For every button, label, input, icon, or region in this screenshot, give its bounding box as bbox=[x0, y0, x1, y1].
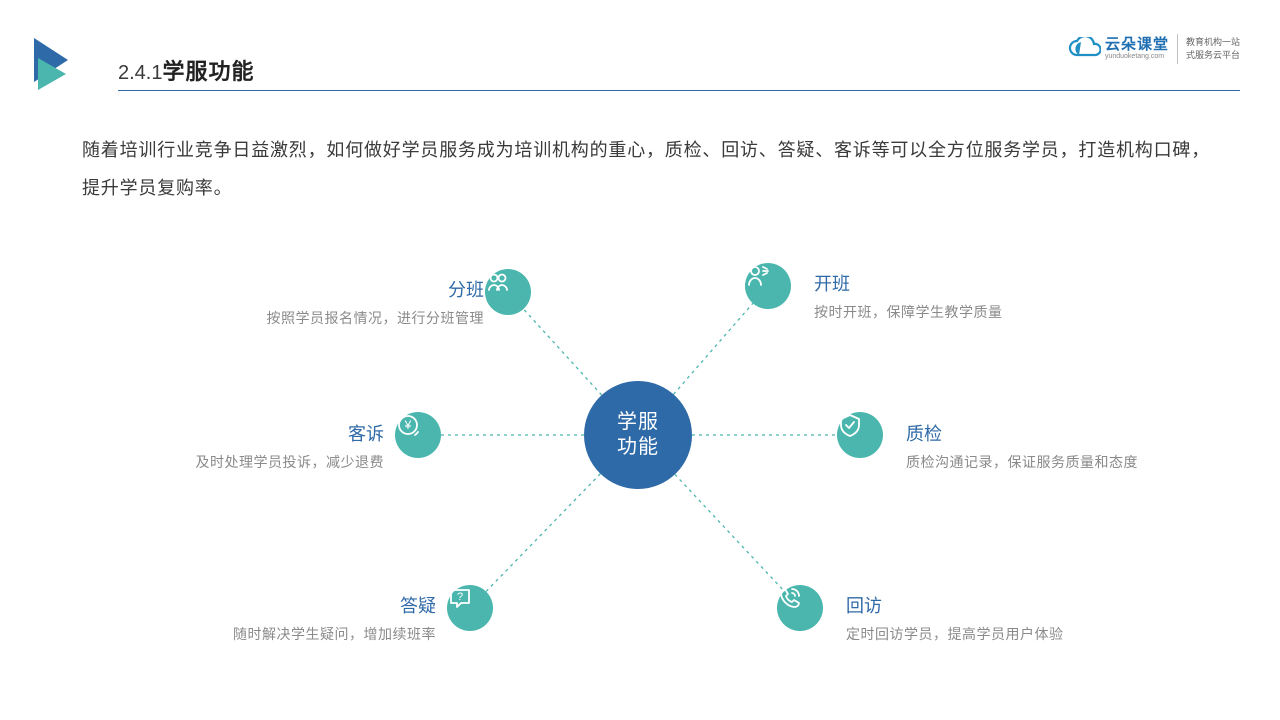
brand-tagline-1: 教育机构一站 bbox=[1186, 36, 1240, 49]
kaiban-icon bbox=[745, 263, 771, 289]
zhijian-icon bbox=[837, 412, 863, 438]
satellite-huifang bbox=[777, 585, 823, 631]
spoke-line bbox=[486, 474, 600, 592]
satellite-desc: 按时开班，保障学生教学质量 bbox=[814, 302, 1114, 322]
corner-triangle-icon bbox=[34, 38, 80, 92]
satellite-label-zhijian: 质检质检沟通记录，保证服务质量和态度 bbox=[906, 420, 1226, 472]
svg-text:¥: ¥ bbox=[404, 418, 412, 432]
section-underline bbox=[118, 90, 1240, 91]
satellite-desc: 按照学员报名情况，进行分班管理 bbox=[234, 308, 484, 328]
satellite-label-kaiban: 开班按时开班，保障学生教学质量 bbox=[814, 270, 1114, 322]
section-number: 2.4.1 bbox=[118, 62, 162, 85]
satellite-desc: 随时解决学生疑问，增加续班率 bbox=[166, 624, 436, 644]
satellite-zhijian bbox=[837, 412, 883, 458]
satellite-dayi: ? bbox=[447, 585, 493, 631]
intro-paragraph: 随着培训行业竞争日益激烈，如何做好学员服务成为培训机构的重心，质检、回访、答疑、… bbox=[82, 132, 1220, 208]
satellite-title: 质检 bbox=[906, 420, 1226, 446]
satellite-title: 回访 bbox=[846, 592, 1166, 618]
satellite-title: 分班 bbox=[234, 276, 484, 302]
brand-name: 云朵课堂 bbox=[1105, 37, 1169, 54]
satellite-label-fenban: 分班按照学员报名情况，进行分班管理 bbox=[234, 276, 484, 328]
dayi-icon: ? bbox=[447, 585, 473, 611]
satellite-title: 答疑 bbox=[166, 592, 436, 618]
satellite-kaiban bbox=[745, 263, 791, 309]
hub-label-1: 学服 bbox=[617, 410, 659, 435]
fenban-icon bbox=[485, 269, 511, 295]
satellite-label-huifang: 回访定时回访学员，提高学员用户体验 bbox=[846, 592, 1166, 644]
satellite-label-dayi: 答疑随时解决学生疑问，增加续班率 bbox=[166, 592, 436, 644]
huifang-icon bbox=[777, 585, 803, 611]
kesu-icon: ¥ bbox=[395, 412, 421, 438]
section-title: 学服功能 bbox=[162, 54, 254, 86]
section-heading: 2.4.1 学服功能 bbox=[118, 54, 1240, 86]
satellite-label-kesu: 客诉及时处理学员投诉，减少退费 bbox=[150, 420, 384, 472]
hub-label-2: 功能 bbox=[617, 435, 659, 460]
satellite-kesu: ¥ bbox=[395, 412, 441, 458]
satellite-desc: 定时回访学员，提高学员用户体验 bbox=[846, 624, 1166, 644]
satellite-title: 开班 bbox=[814, 270, 1114, 296]
spoke-line bbox=[674, 303, 753, 394]
hub-node: 学服功能 bbox=[584, 381, 692, 489]
radial-diagram: 学服功能 分班按照学员报名情况，进行分班管理 ¥ 客诉及时处理学员投诉，减少退费? 答疑… bbox=[0, 230, 1280, 690]
satellite-desc: 质检沟通记录，保证服务质量和态度 bbox=[906, 452, 1226, 472]
spoke-line bbox=[675, 474, 784, 591]
svg-text:?: ? bbox=[457, 591, 463, 603]
satellite-desc: 及时处理学员投诉，减少退费 bbox=[150, 452, 384, 472]
satellite-title: 客诉 bbox=[150, 420, 384, 446]
satellite-fenban bbox=[485, 269, 531, 315]
spoke-line bbox=[523, 309, 601, 395]
